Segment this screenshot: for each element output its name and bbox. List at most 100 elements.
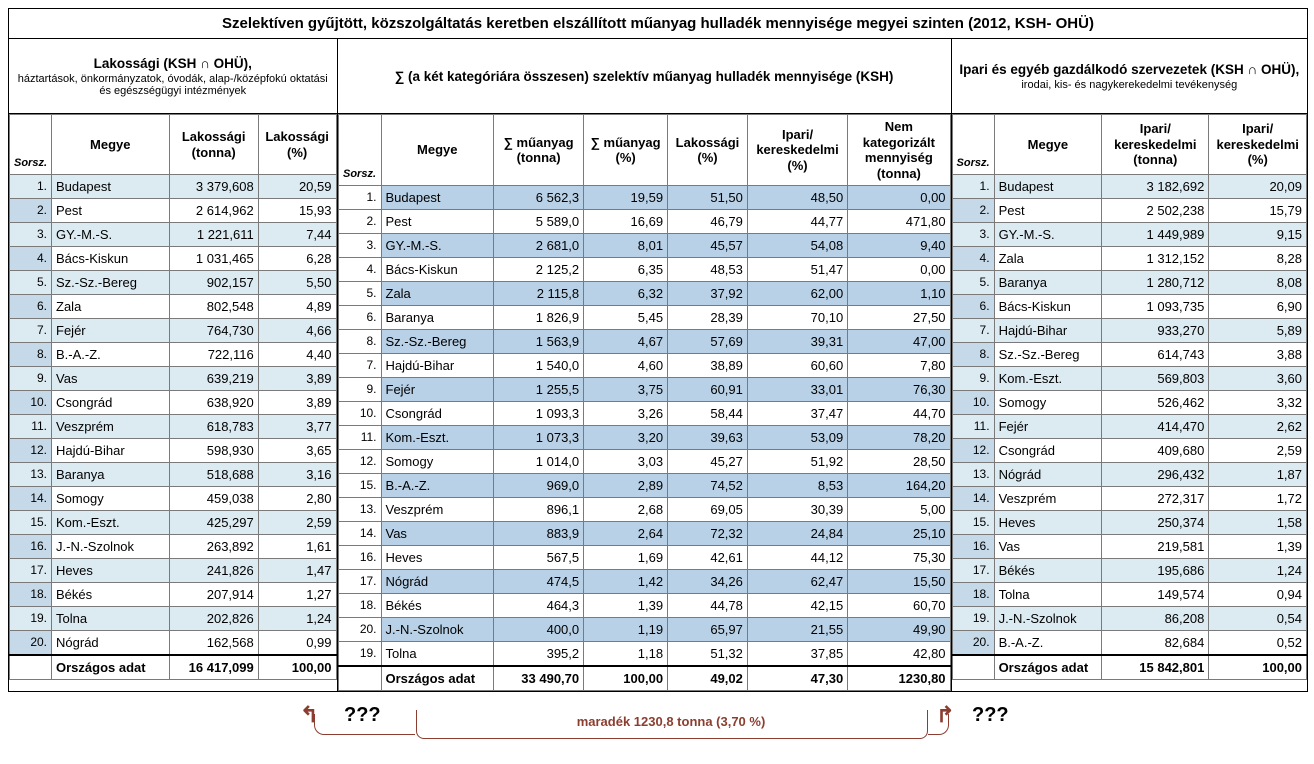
cell-c2: 5,45 [584, 306, 668, 330]
cell-c4: 21,55 [747, 618, 847, 642]
table-row: 3. GY.-M.-S. 2 681,0 8,01 45,57 54,08 9,… [338, 234, 950, 258]
cell-pct: 3,65 [258, 439, 336, 463]
arrow-right-icon: ↱ [936, 702, 954, 728]
table-row: 14. Vas 883,9 2,64 72,32 24,84 25,10 [338, 522, 950, 546]
cell-c1: 2 681,0 [494, 234, 584, 258]
cell-index: 9. [10, 367, 52, 391]
cell-name: Békés [994, 559, 1102, 583]
cell-c2: 4,60 [584, 354, 668, 378]
cell-pct: 2,62 [1209, 415, 1307, 439]
cell-c4: 24,84 [747, 522, 847, 546]
cell-tonna: 902,157 [169, 271, 258, 295]
table-row: 17. Heves 241,826 1,47 [10, 559, 337, 583]
cell-name: Heves [994, 511, 1102, 535]
table-row: 2. Pest 5 589,0 16,69 46,79 44,77 471,80 [338, 210, 950, 234]
footer-annotation: ↰ ??? maradék 1230,8 tonna (3,70 %) ??? … [8, 696, 1306, 756]
table-row: 18. Tolna 149,574 0,94 [952, 583, 1306, 607]
cell-pct: 1,47 [258, 559, 336, 583]
cell-c3: 37,92 [668, 282, 748, 306]
cell-index: 6. [338, 306, 381, 330]
cell-name: Békés [52, 583, 170, 607]
footer-label: maradék 1230,8 tonna (3,70 %) [416, 714, 926, 729]
table-row: 4. Bács-Kiskun 1 031,465 6,28 [10, 247, 337, 271]
cell-name: Vas [52, 367, 170, 391]
cell-name: Tolna [52, 607, 170, 631]
cell-c5: 25,10 [848, 522, 950, 546]
cell-pct: 2,59 [1209, 439, 1307, 463]
cell-c4: 48,50 [747, 186, 847, 210]
cell-index: 10. [952, 391, 994, 415]
table-row: 15. Kom.-Eszt. 425,297 2,59 [10, 511, 337, 535]
cell-c2: 2,89 [584, 474, 668, 498]
table-row: 1. Budapest 6 562,3 19,59 51,50 48,50 0,… [338, 186, 950, 210]
cell-c5: 5,00 [848, 498, 950, 522]
cell-name: Csongrád [52, 391, 170, 415]
report-title: Szelektíven gyűjtött, közszolgáltatás ke… [9, 9, 1307, 39]
th-tonna: Lakossági (tonna) [169, 115, 258, 175]
cell-index: 7. [338, 354, 381, 378]
cell-c5: 28,50 [848, 450, 950, 474]
cell-index: 15. [338, 474, 381, 498]
cell-c1: 1 073,3 [494, 426, 584, 450]
cell-tonna: 639,219 [169, 367, 258, 391]
cell-c1: 567,5 [494, 546, 584, 570]
cell-index: 16. [10, 535, 52, 559]
cell-c5: 0,00 [848, 186, 950, 210]
table-row: 2. Pest 2 502,238 15,79 [952, 199, 1306, 223]
cell-c2: 4,67 [584, 330, 668, 354]
cell-c4: 62,47 [747, 570, 847, 594]
group-header-a: Lakossági (KSH ∩ OHÜ), háztartások, önko… [9, 39, 337, 114]
cell-c1: 1 826,9 [494, 306, 584, 330]
cell-c5: 75,30 [848, 546, 950, 570]
total-row: Országos adat16 417,099100,00 [10, 655, 337, 680]
table-row: 11. Kom.-Eszt. 1 073,3 3,20 39,63 53,09 … [338, 426, 950, 450]
cell-index: 17. [952, 559, 994, 583]
group-a-sub: háztartások, önkormányzatok, óvodák, ala… [13, 73, 333, 97]
cell-tonna: 409,680 [1102, 439, 1209, 463]
group-b-main: ∑ (a két kategóriára összesen) szelektív… [342, 69, 947, 84]
cell-name: B.-A.-Z. [994, 631, 1102, 656]
cell-pct: 1,39 [1209, 535, 1307, 559]
cell-name: Pest [994, 199, 1102, 223]
cell-c1: 395,2 [494, 642, 584, 667]
table-row: 11. Veszprém 618,783 3,77 [10, 415, 337, 439]
cell-c1: 1 093,3 [494, 402, 584, 426]
cell-name: B.-A.-Z. [381, 474, 494, 498]
table-row: 3. GY.-M.-S. 1 449,989 9,15 [952, 223, 1306, 247]
cell-tonna: 459,038 [169, 487, 258, 511]
cell-name: Vas [994, 535, 1102, 559]
cell-c5: 15,50 [848, 570, 950, 594]
cell-index: 4. [952, 247, 994, 271]
cell-pct: 0,54 [1209, 607, 1307, 631]
cell-tonna: 802,548 [169, 295, 258, 319]
th-megye: Megye [381, 115, 494, 186]
cell-pct: 9,15 [1209, 223, 1307, 247]
table-row: 18. Békés 464,3 1,39 44,78 42,15 60,70 [338, 594, 950, 618]
cell-c4: 8,53 [747, 474, 847, 498]
table-row: 12. Hajdú-Bihar 598,930 3,65 [10, 439, 337, 463]
cell-index: 17. [10, 559, 52, 583]
cell-index: 13. [338, 498, 381, 522]
total-row: Országos adat15 842,801100,00 [952, 655, 1306, 680]
total-row: Országos adat33 490,70100,0049,0247,3012… [338, 666, 950, 691]
cell-index: 5. [952, 271, 994, 295]
cell-tonna: 614,743 [1102, 343, 1209, 367]
table-row: 10. Csongrád 1 093,3 3,26 58,44 37,47 44… [338, 402, 950, 426]
cell-index: 12. [338, 450, 381, 474]
th-c2: ∑ műanyag (%) [584, 115, 668, 186]
table-row: 19. Tolna 202,826 1,24 [10, 607, 337, 631]
cell-pct: 6,28 [258, 247, 336, 271]
table-row: 6. Bács-Kiskun 1 093,735 6,90 [952, 295, 1306, 319]
cell-c3: 42,61 [668, 546, 748, 570]
cell-c4: 51,92 [747, 450, 847, 474]
cell-name: Heves [52, 559, 170, 583]
cell-c2: 1,42 [584, 570, 668, 594]
cell-c4: 37,47 [747, 402, 847, 426]
cell-index: 1. [338, 186, 381, 210]
cell-index: 4. [10, 247, 52, 271]
group-c-sub: irodai, kis- és nagykerekedelmi tevékeny… [956, 79, 1303, 91]
question-left: ??? [344, 704, 381, 727]
cell-index: 18. [10, 583, 52, 607]
cell-tonna: 219,581 [1102, 535, 1209, 559]
cell-c3: 45,57 [668, 234, 748, 258]
